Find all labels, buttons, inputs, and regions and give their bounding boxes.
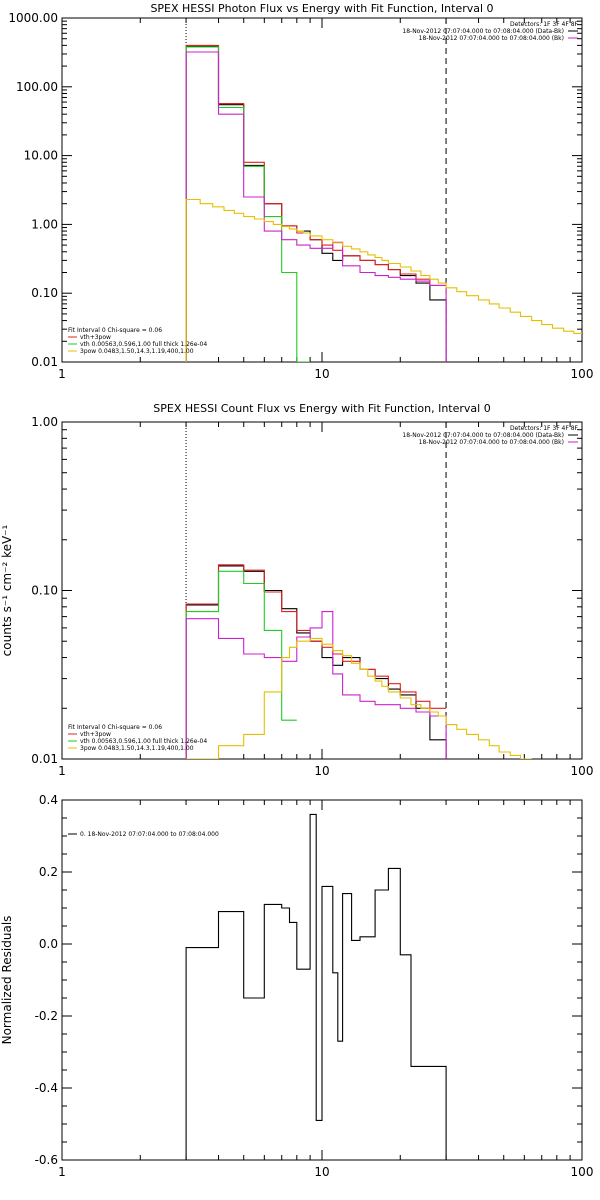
series-residuals [185,813,447,1160]
series-vth [185,46,311,362]
series-group [185,813,447,1160]
series-data-bk [185,565,447,759]
count-flux-panel: SPEX HESSI Count Flux vs Energy with Fit… [0,402,593,778]
x-tick-label: 100 [571,1165,594,1179]
plot-frame [61,421,583,760]
chart-title: SPEX HESSI Count Flux vs Energy with Fit… [153,402,490,415]
legend-left-entry: 3pow 0.0483,1.50,14.3,1.19,400,1.00 [80,745,194,752]
y-tick-label: 0.10 [31,584,58,598]
y-tick-label: 0.01 [31,355,58,369]
x-tick-label: 100 [571,367,594,381]
y-tick-label: 0.2 [39,865,58,879]
legend-left-entry: Fit Interval 0 Chi-square = 0.06 [68,724,162,731]
x-tick-label: 1 [58,764,66,778]
legend-right-entry: 18-Nov-2012 07:07:04.000 to 07:08:04.000… [402,28,564,35]
series-bk [185,611,447,759]
legend-right-entry: 18-Nov-2012 07:07:04.000 to 07:08:04.000… [402,432,564,439]
residuals-panel: Normalized Residuals 1 10 100 0.4 0.2 0.0 -0.2 -… [0,793,593,1179]
y-tick-label: 0.01 [31,752,58,766]
x-tick-label: 100 [571,764,594,778]
y-tick-label: -0.2 [35,1009,58,1023]
y-axis-label: counts s⁻¹ cm⁻² keV⁻¹ [0,524,14,656]
y-tick-label: 100.00 [16,80,58,94]
y-tick-label: -0.4 [35,1081,58,1095]
y-tick-label: 1.00 [31,415,58,429]
legend-left-entry: Fit Interval 0 Chi-square = 0.06 [68,327,162,334]
y-tick-label: 1.00 [31,217,58,231]
legend-right-entry: 18-Nov-2012 07:07:04.000 to 07:08:04.000… [419,35,564,42]
legend-left-entry: vth 0.00563,0.596,1.00 full thick 1.26e-… [80,738,207,745]
legend-left-entry: 3pow 0.0483,1.50,14.3,1.19,400,1.00 [80,348,194,355]
y-tick-label: 0.10 [31,286,58,300]
legend-left-entry: vth+3pow [80,334,111,341]
series-vth-3pow [185,564,447,759]
legend-left-entry: vth 0.00563,0.596,1.00 full thick 1.26e-… [80,341,207,348]
y-tick-label: 10.00 [24,149,58,163]
y-axis-label: Normalized Residuals [0,916,14,1045]
series-vth-3pow [185,44,447,362]
photon-flux-panel: SPEX HESSI Photon Flux vs Energy with Fi… [8,2,593,381]
x-tick-label: 1 [58,1165,66,1179]
legend-left-entry: vth+3pow [80,731,111,738]
chart-title: SPEX HESSI Photon Flux vs Energy with Fi… [150,2,493,15]
series-3pow [186,637,532,759]
series-data-bk [185,45,447,362]
series-vth [185,570,297,759]
y-tick-label: -0.6 [35,1153,58,1167]
y-tick-label: 0.0 [39,937,58,951]
legend-right-entry: Detectors: 1F 3F 4F 8F [510,21,579,28]
y-tick-label: 1000.00 [8,11,58,25]
x-tick-label: 10 [314,1165,329,1179]
y-tick-label: 0.4 [39,793,58,807]
series-3pow [185,198,582,362]
x-tick-label: 1 [58,367,66,381]
x-tick-label: 10 [314,764,329,778]
legend-right-entry: Detectors: 1F 3F 4F 8F [510,425,579,432]
series-bk [185,51,447,362]
series-group [185,44,582,362]
series-group [185,564,532,759]
legend-left-entry: 0. 18-Nov-2012 07:07:04.000 to 07:08:04.… [80,831,219,838]
legend-right-entry: 18-Nov-2012 07:07:04.000 to 07:08:04.000… [419,439,564,446]
plot-frame [61,17,583,363]
x-tick-label: 10 [314,367,329,381]
